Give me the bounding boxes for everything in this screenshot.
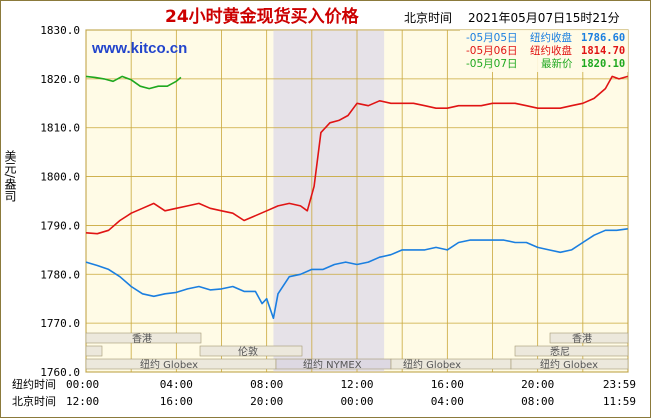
legend-box [460,30,628,72]
legend-date-3: -05月07日 [466,58,518,70]
watermark: www.kitco.cn [91,40,187,57]
legend-value-3: 1820.10 [581,58,625,70]
legend-item: -05月06日 纽约收盘 1814.70 [466,44,625,57]
y-tick-label: 1820.0 [40,73,80,86]
session-label-nymex: 纽约 NYMEX [303,358,362,371]
legend-value-2: 1814.70 [581,45,625,57]
session-label-hk2: 香港 [572,333,592,345]
legend-date-1: -05月05日 [466,32,518,44]
legend-date-2: -05月06日 [466,45,518,57]
legend: -05月05日 纽约收盘 1786.60 -05月06日 纽约收盘 1814.7… [460,30,628,72]
x-tick-label: 00:00 [66,378,99,391]
session-bar-london2 [199,345,303,357]
x-tick-label: 00:00 [340,395,373,408]
legend-kind-2: 纽约收盘 [530,44,572,57]
timestamp-value: 2021年05月07日15时21分 [468,11,620,25]
y-tick-label: 1810.0 [40,122,80,135]
session-bar-sydney [514,345,629,357]
x-tick-label: 08:00 [521,395,554,408]
legend-kind-3: 最新价 [541,57,573,70]
x-tick-label: 04:00 [160,378,193,391]
price-series [85,75,629,320]
session-label-globex1: 纽约 Globex [140,358,198,371]
session-bar-hk [85,332,202,344]
x-tick-label: 23:59 [603,378,636,391]
session-bar-london [85,345,103,357]
market-session-bars: 香港 香港 伦敦 悉尼 纽约 Globex 纽约 NYMEX 纽约 Globex… [85,332,629,371]
chart-title: 24小时黄金现货买入价格 [165,6,360,27]
y-tick-label: 1780.0 [40,268,80,281]
x-tick-label: 04:00 [431,395,464,408]
x-tick-label: 11:59 [603,395,636,408]
y-axis-label: 美元/盎司 [3,150,17,202]
series-line-1 [85,228,628,320]
x-tick-label: 16:00 [431,378,464,391]
series-line-3 [85,75,182,90]
x-row1-label: 纽约时间 [12,377,56,391]
session-label-globex2: 纽约 Globex [403,358,461,371]
session-bar-hk2 [549,332,629,344]
x-axis-ticks: 00:00 04:00 08:00 12:00 16:00 20:00 23:59 12:00… [66,378,636,408]
x-tick-label: 08:00 [250,378,283,391]
session-bar-globex3 [510,358,629,370]
x-tick-label: 12:00 [340,378,373,391]
y-tick-label: 1770.0 [40,317,80,330]
y-axis-ticks: 1830.0 1820.0 1810.0 1800.0 1790.0 1780.0 1770… [40,24,80,379]
session-label-sydney: 悉尼 [550,346,570,358]
series-line-2 [85,75,629,235]
y-tick-label: 1760.0 [40,366,80,379]
legend-value-1: 1786.60 [581,32,625,44]
x-row2-label: 北京时间 [12,394,56,408]
session-label-london: 伦敦 [238,345,258,358]
x-tick-label: 20:00 [521,378,554,391]
legend-item: -05月05日 纽约收盘 1786.60 [466,31,625,44]
y-tick-label: 1800.0 [40,171,80,184]
x-tick-label: 20:00 [250,395,283,408]
timestamp-label: 北京时间 [404,11,452,25]
legend-item: -05月07日 最新价 1820.10 [466,57,625,70]
legend-kind-1: 纽约收盘 [530,31,572,44]
y-tick-label: 1790.0 [40,219,80,232]
nymex-session-shade [273,30,385,372]
y-tick-label: 1830.0 [40,24,80,37]
x-tick-label: 12:00 [66,395,99,408]
grid [85,29,629,373]
x-tick-label: 16:00 [160,395,193,408]
session-label-hk: 香港 [132,333,152,345]
session-label-globex3: 纽约 Globex [540,358,598,371]
